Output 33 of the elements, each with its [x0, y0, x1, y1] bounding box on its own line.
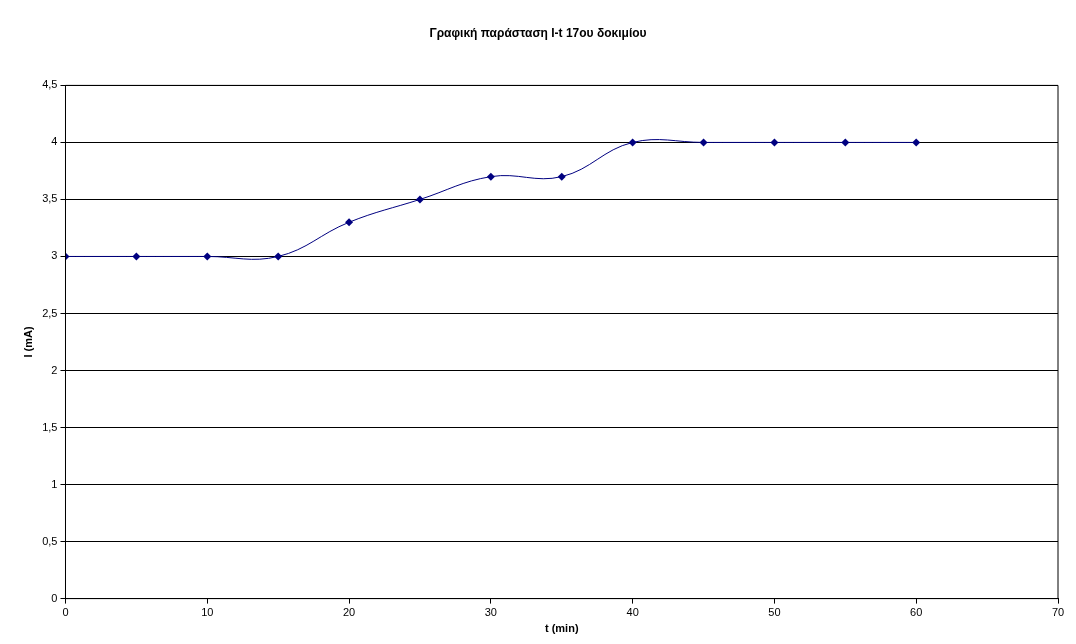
x-tick-label: 20: [342, 606, 356, 619]
point: [486, 172, 495, 181]
x-tick-label: 40: [626, 606, 639, 619]
point: [628, 138, 637, 147]
x-tick-label: 10: [201, 606, 214, 619]
point: [132, 252, 141, 261]
y-axis-title: I (mA): [21, 326, 34, 358]
point: [699, 138, 708, 147]
x-tick-label: 30: [484, 606, 497, 619]
y-tick-label: 3: [51, 249, 58, 262]
y-tick-label: 1,5: [42, 420, 58, 433]
point: [203, 252, 212, 261]
y-tick-label: 1: [51, 477, 58, 490]
point: [415, 195, 424, 204]
x-tick-label: 50: [768, 606, 781, 619]
chart-title: Γραφική παράσταση I-t 17ου δοκιμίου: [429, 25, 647, 40]
x-tick-label: 70: [1051, 606, 1065, 619]
point: [274, 252, 283, 261]
x-tick-label: 0: [62, 606, 69, 619]
x-axis-title: t (min): [544, 622, 579, 635]
y-tick-label: 3,5: [42, 192, 58, 205]
y-tick-label: 2: [51, 363, 58, 376]
y-tick-label: 0: [51, 591, 58, 604]
y-tick-label: 0,5: [42, 534, 58, 547]
y-tick-label: 2,5: [42, 306, 58, 319]
point: [557, 172, 566, 181]
point: [770, 138, 779, 147]
point: [345, 218, 354, 227]
y-tick-label: 4: [51, 135, 58, 148]
x-tick-label: 60: [910, 606, 923, 619]
point: [841, 138, 850, 147]
y-tick-label: 4,5: [42, 78, 58, 91]
point: [912, 138, 921, 147]
